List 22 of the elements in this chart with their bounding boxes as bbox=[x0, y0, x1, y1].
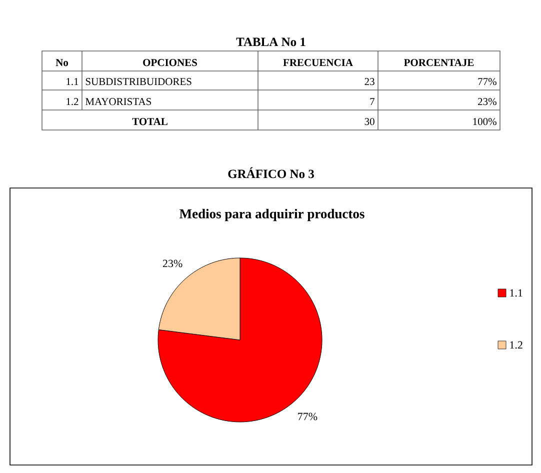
text: TOTAL bbox=[132, 118, 168, 126]
text: PORCENTAJE bbox=[404, 59, 474, 66]
legend-label: 1.2 bbox=[510, 341, 522, 349]
text: 23 bbox=[364, 78, 374, 86]
text: 30 bbox=[364, 118, 374, 126]
text: SUBDISTRIBUIDORES bbox=[86, 78, 192, 86]
text: 1.1 bbox=[66, 78, 78, 86]
text: GRÁFICO No 3 bbox=[228, 167, 314, 178]
text: 100% bbox=[473, 118, 496, 126]
text: 1.2 bbox=[66, 98, 78, 106]
text: TABLA No 1 bbox=[236, 38, 306, 46]
data-label: 77% bbox=[298, 412, 318, 420]
text: 23% bbox=[478, 98, 496, 106]
legend-label: 1.1 bbox=[510, 289, 522, 297]
text: OPCIONES bbox=[143, 59, 197, 66]
data-label: 23% bbox=[162, 260, 182, 268]
text: 7 bbox=[370, 98, 375, 105]
text: MAYORISTAS bbox=[86, 98, 152, 106]
text: 77% bbox=[478, 78, 496, 86]
text: No bbox=[56, 59, 68, 66]
text: FRECUENCIA bbox=[283, 59, 353, 66]
chart-title: Medios para adquirir productos bbox=[180, 208, 364, 222]
